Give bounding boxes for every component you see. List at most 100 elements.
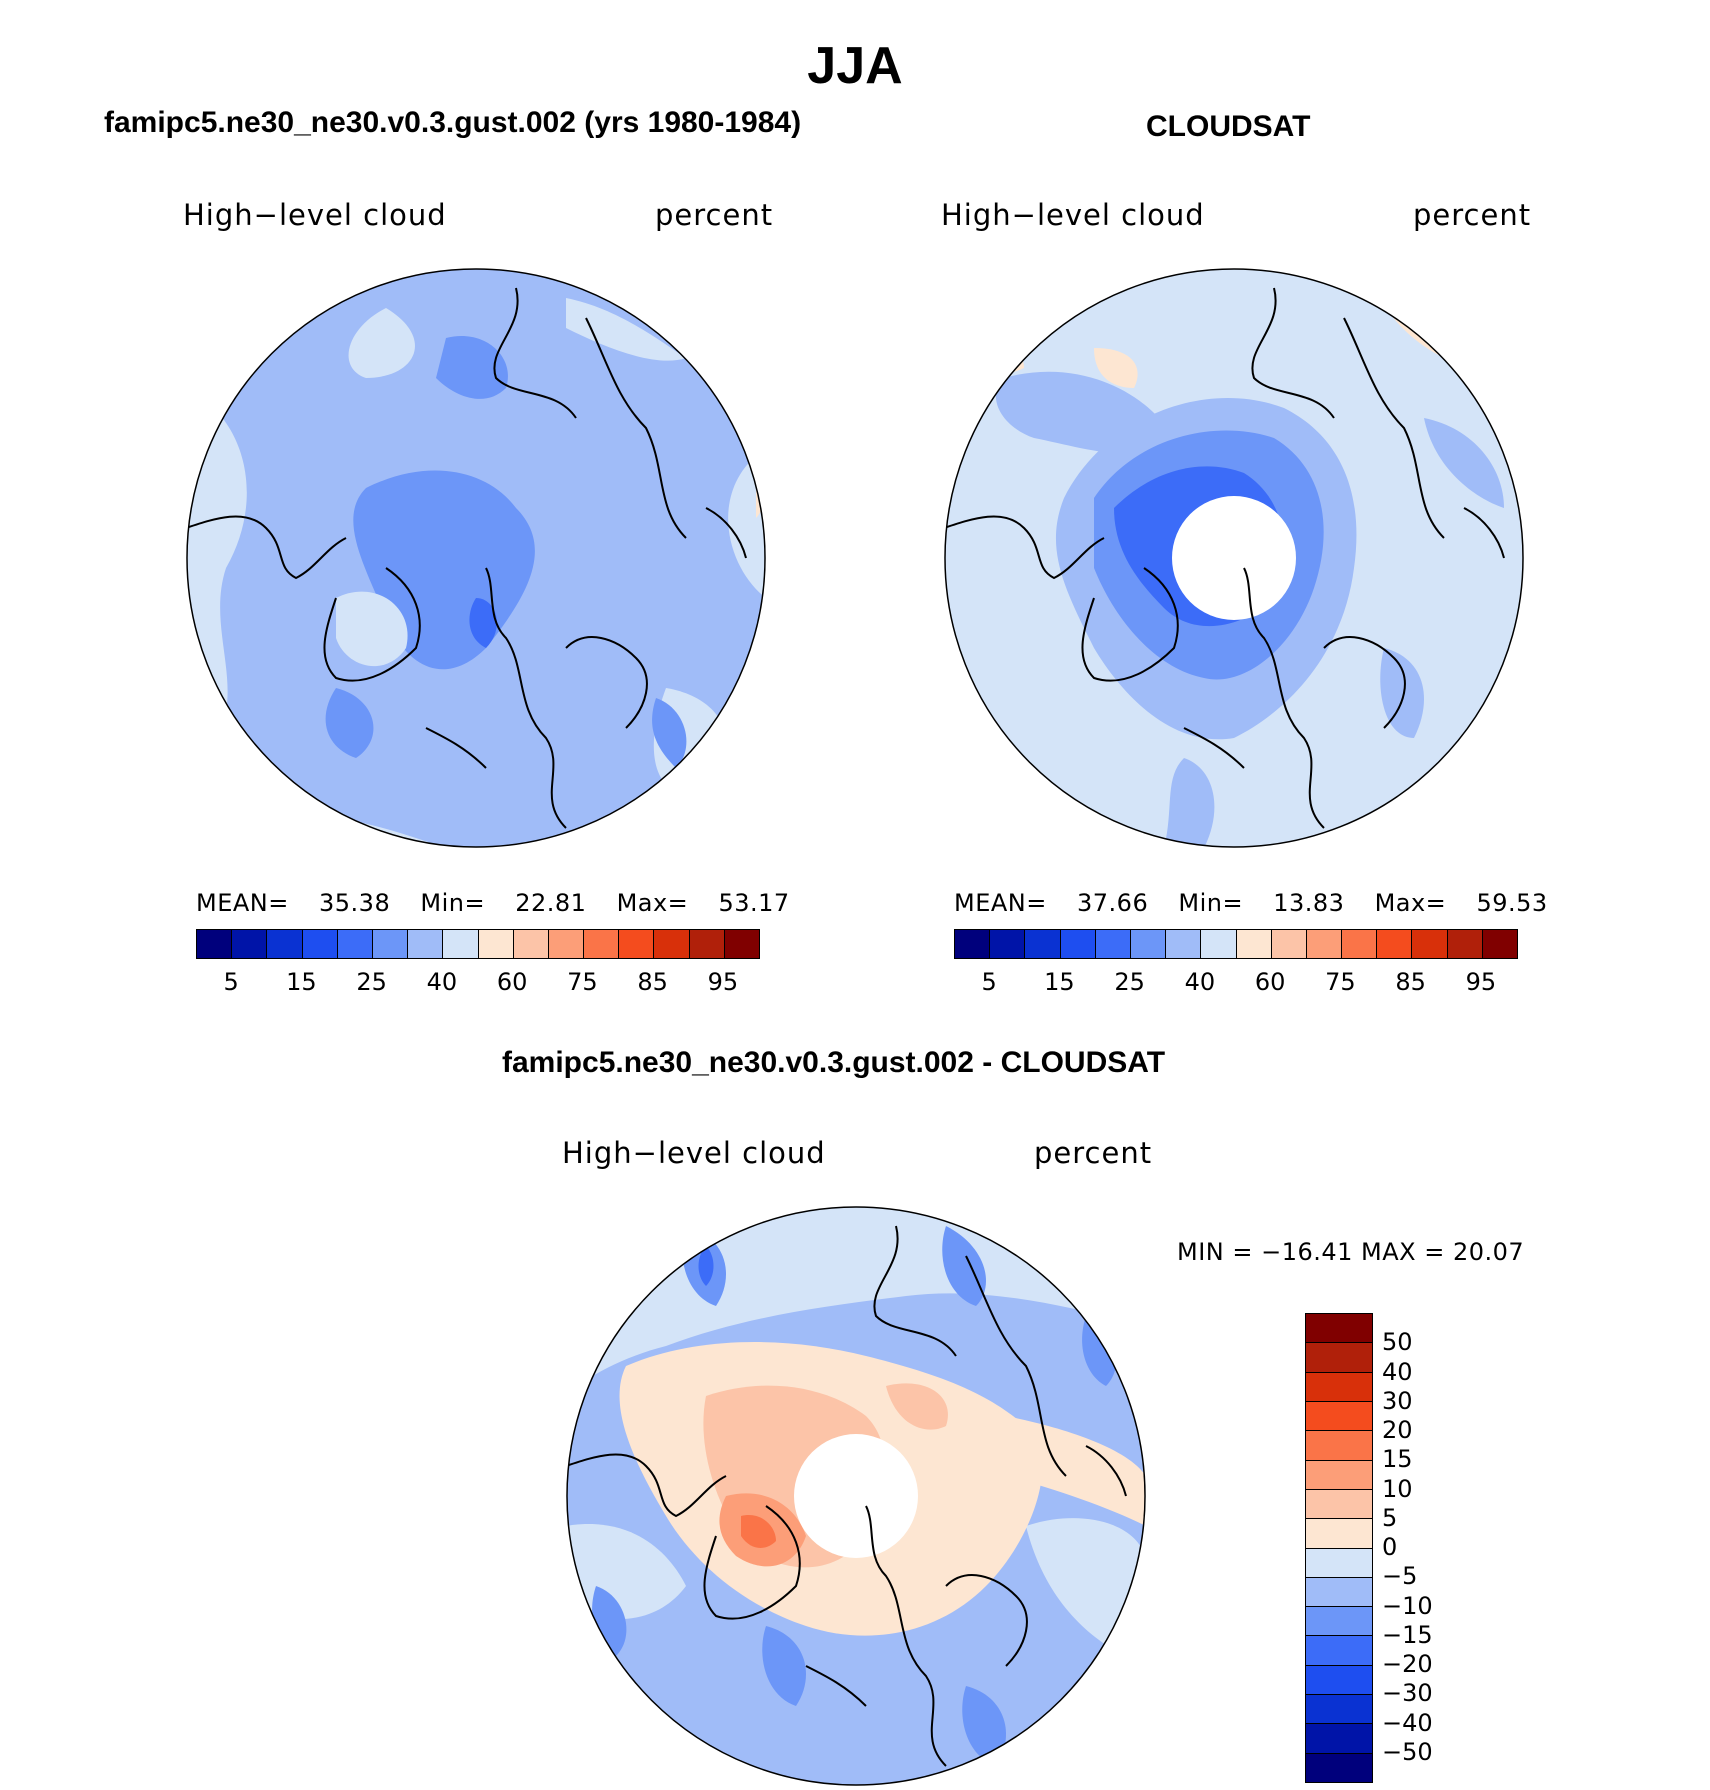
- right-colorbar-swatch-0: [955, 930, 991, 958]
- diff-colorbar-ticks: 50 40 30 20 15 10 5 0 −5 −10 −15 −20 −30 −40 −50: [1382, 1313, 1462, 1781]
- right-mean-value: 37.66: [1077, 889, 1149, 917]
- right-variable-label: High−level cloud: [941, 198, 1205, 232]
- diff-colorbar-swatch-7: [1306, 1519, 1372, 1549]
- left-colorbar-swatch-1: [232, 930, 268, 958]
- left-max-value: 53.17: [718, 889, 790, 917]
- left-colorbar-swatch-6: [408, 930, 444, 958]
- diff-colorbar-tick-label: 30: [1382, 1386, 1413, 1415]
- diff-colorbar-swatch-13: [1306, 1695, 1372, 1725]
- left-colorbar-tick-label: 95: [707, 968, 739, 996]
- right-colorbar-swatch-4: [1095, 930, 1131, 958]
- right-colorbar-swatch-13: [1412, 930, 1448, 958]
- right-colorbar-swatch-12: [1377, 930, 1413, 958]
- left-stats: MEAN= 35.38 Min= 22.81 Max= 53.17: [196, 889, 790, 917]
- diff-colorbar-swatch-9: [1306, 1577, 1372, 1608]
- left-colorbar-swatch-13: [654, 930, 690, 958]
- left-colorbar-tick-label: 15: [286, 968, 317, 996]
- diff-colorbar: [1305, 1313, 1373, 1783]
- left-colorbar-tick-label: 85: [637, 968, 668, 996]
- right-colorbar-swatch-9: [1271, 930, 1307, 958]
- diff-colorbar-swatch-4: [1306, 1431, 1372, 1461]
- diff-colorbar-swatch-12: [1306, 1665, 1372, 1696]
- diff-colorbar-swatch-5: [1306, 1460, 1372, 1490]
- right-polar-map: [944, 268, 1524, 848]
- diff-colorbar-tick-label: −10: [1382, 1591, 1433, 1620]
- diff-colorbar-swatch-1: [1306, 1343, 1372, 1373]
- left-colorbar-swatch-4: [337, 930, 373, 958]
- diff-polar-map: [566, 1206, 1146, 1786]
- left-colorbar-swatch-14: [689, 930, 725, 958]
- left-colorbar-swatch-8: [478, 930, 514, 958]
- right-colorbar-swatch-15: [1482, 930, 1517, 958]
- left-colorbar-ticks: 5 15 25 40 60 75 85 95: [196, 968, 758, 998]
- right-colorbar-swatch-8: [1236, 930, 1272, 958]
- left-colorbar-tick-label: 40: [426, 968, 458, 996]
- diff-colorbar-swatch-2: [1306, 1372, 1372, 1402]
- right-colorbar-swatch-7: [1201, 930, 1237, 958]
- right-colorbar-swatch-5: [1130, 930, 1167, 958]
- left-colorbar-tick-label: 5: [223, 968, 239, 996]
- right-colorbar: [954, 929, 1518, 959]
- diff-colorbar-tick-label: 5: [1382, 1503, 1398, 1532]
- right-colorbar-tick-label: 25: [1114, 968, 1145, 996]
- left-colorbar-swatch-7: [443, 930, 479, 958]
- right-min-label: Min=: [1178, 889, 1244, 917]
- left-colorbar-tick-label: 75: [567, 968, 598, 996]
- left-colorbar-swatch-11: [584, 930, 620, 958]
- right-max-label: Max=: [1374, 889, 1447, 917]
- diff-colorbar-swatch-11: [1306, 1636, 1372, 1666]
- right-mean-label: MEAN=: [954, 889, 1047, 917]
- diff-colorbar-swatch-14: [1306, 1724, 1372, 1754]
- right-colorbar-tick-label: 95: [1465, 968, 1497, 996]
- right-colorbar-tick-label: 15: [1044, 968, 1075, 996]
- diff-colorbar-tick-label: 50: [1382, 1328, 1413, 1357]
- diff-variable-label: High−level cloud: [562, 1136, 826, 1170]
- right-stats: MEAN= 37.66 Min= 13.83 Max= 59.53: [954, 889, 1548, 917]
- left-min-label: Min=: [420, 889, 486, 917]
- diff-colorbar-swatch-10: [1306, 1607, 1372, 1637]
- left-polar-map: [186, 268, 766, 848]
- right-colorbar-tick-label: 85: [1395, 968, 1426, 996]
- diff-colorbar-tick-label: −40: [1382, 1708, 1433, 1737]
- right-units-label: percent: [1413, 198, 1532, 232]
- left-mean-value: 35.38: [319, 889, 391, 917]
- left-panel-subtitle: famipc5.ne30_ne30.v0.3.gust.002 (yrs 198…: [104, 106, 802, 139]
- right-colorbar-swatch-10: [1306, 930, 1343, 958]
- left-units-label: percent: [655, 198, 774, 232]
- diff-colorbar-tick-label: −30: [1382, 1679, 1433, 1708]
- right-colorbar-swatch-2: [1025, 930, 1061, 958]
- right-colorbar-swatch-14: [1447, 930, 1483, 958]
- diff-colorbar-tick-label: −20: [1382, 1650, 1433, 1678]
- diff-colorbar-tick-label: 0: [1382, 1533, 1398, 1561]
- right-panel-subtitle: CLOUDSAT: [1146, 110, 1311, 143]
- right-colorbar-ticks: 5 15 25 40 60 75 85 95: [954, 968, 1516, 998]
- diff-colorbar-swatch-3: [1306, 1401, 1372, 1432]
- left-colorbar: [196, 929, 760, 959]
- right-min-value: 13.83: [1273, 889, 1345, 917]
- right-colorbar-swatch-11: [1342, 930, 1378, 958]
- diff-colorbar-tick-label: 40: [1382, 1357, 1413, 1386]
- diff-panel-subtitle: famipc5.ne30_ne30.v0.3.gust.002 - CLOUDS…: [502, 1046, 1166, 1079]
- diff-colorbar-swatch-15: [1306, 1753, 1372, 1782]
- diff-colorbar-swatch-6: [1306, 1489, 1372, 1520]
- right-colorbar-tick-label: 75: [1325, 968, 1356, 996]
- right-colorbar-swatch-1: [990, 930, 1026, 958]
- diff-colorbar-tick-label: −50: [1382, 1737, 1433, 1766]
- left-colorbar-swatch-9: [513, 930, 549, 958]
- left-colorbar-swatch-3: [302, 930, 338, 958]
- right-colorbar-swatch-3: [1060, 930, 1096, 958]
- left-min-value: 22.81: [515, 889, 587, 917]
- left-colorbar-swatch-10: [548, 930, 585, 958]
- right-colorbar-tick-label: 40: [1184, 968, 1216, 996]
- right-colorbar-tick-label: 5: [981, 968, 997, 996]
- right-colorbar-tick-label: 60: [1254, 968, 1286, 996]
- left-variable-label: High−level cloud: [183, 198, 447, 232]
- diff-colorbar-tick-label: −15: [1382, 1620, 1433, 1649]
- figure-title: JJA: [807, 37, 903, 95]
- right-max-value: 59.53: [1476, 889, 1548, 917]
- diff-colorbar-tick-label: 15: [1382, 1445, 1413, 1474]
- diff-colorbar-tick-label: 10: [1382, 1474, 1413, 1503]
- left-mean-label: MEAN=: [196, 889, 289, 917]
- left-max-label: Max=: [616, 889, 689, 917]
- left-colorbar-tick-label: 60: [496, 968, 528, 996]
